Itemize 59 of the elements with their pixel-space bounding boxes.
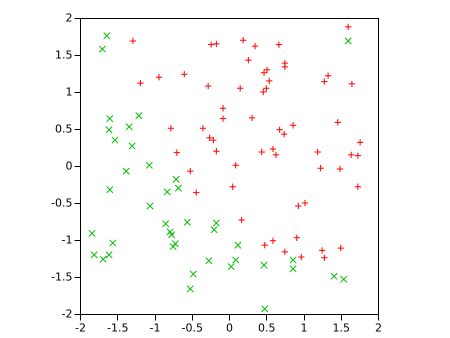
y-tick-label: 2 (66, 12, 72, 24)
point (90, 251, 98, 258)
x-tick-label: -1 (150, 322, 160, 334)
y-tick-label: -0.5 (51, 196, 72, 210)
point (105, 126, 113, 134)
y-tick-label: -1.5 (51, 270, 72, 284)
point (128, 142, 136, 150)
point (162, 220, 170, 228)
point (232, 256, 240, 264)
point (106, 186, 114, 194)
point (106, 114, 114, 122)
x-tick-label: -0.5 (182, 322, 203, 334)
x-tick-label: -2 (75, 322, 86, 334)
y-tick-label: 0.5 (55, 122, 72, 136)
point (186, 285, 194, 292)
point (190, 270, 197, 278)
point (212, 219, 220, 227)
point (184, 218, 191, 226)
point (111, 136, 119, 144)
point (344, 37, 352, 45)
point (98, 45, 106, 53)
point (146, 162, 153, 169)
point (260, 262, 268, 269)
y-tick-label: 0 (66, 160, 72, 172)
y-tick-label: -2 (62, 308, 72, 320)
x-tick-label: 2 (375, 322, 382, 334)
point (126, 123, 133, 130)
point (172, 240, 180, 248)
point (205, 257, 213, 264)
y-tick-label: -1 (62, 234, 72, 246)
x-tick-label: 1.5 (332, 322, 350, 334)
point (105, 251, 113, 258)
point (103, 32, 110, 40)
point (210, 226, 218, 234)
point (330, 272, 338, 280)
point (261, 305, 268, 312)
point (168, 231, 176, 238)
point (166, 228, 174, 236)
point (340, 276, 348, 283)
x-tick-label: 1 (300, 322, 308, 334)
point (99, 256, 107, 263)
point (135, 112, 143, 120)
x-tick-label: 0.5 (258, 322, 276, 334)
x-tick-label: 0 (226, 322, 233, 334)
point (234, 242, 242, 249)
point (146, 202, 154, 210)
point (169, 243, 177, 250)
point (109, 239, 116, 247)
point (174, 184, 182, 192)
point (289, 265, 297, 273)
point (122, 168, 130, 175)
y-tick-label: 1 (66, 86, 72, 98)
y-tick-label: 1.5 (55, 48, 72, 62)
point (88, 230, 96, 237)
x-tick-label: -1.5 (107, 322, 128, 334)
point (172, 176, 180, 183)
point (228, 262, 235, 270)
point (289, 256, 297, 264)
point (164, 188, 171, 196)
